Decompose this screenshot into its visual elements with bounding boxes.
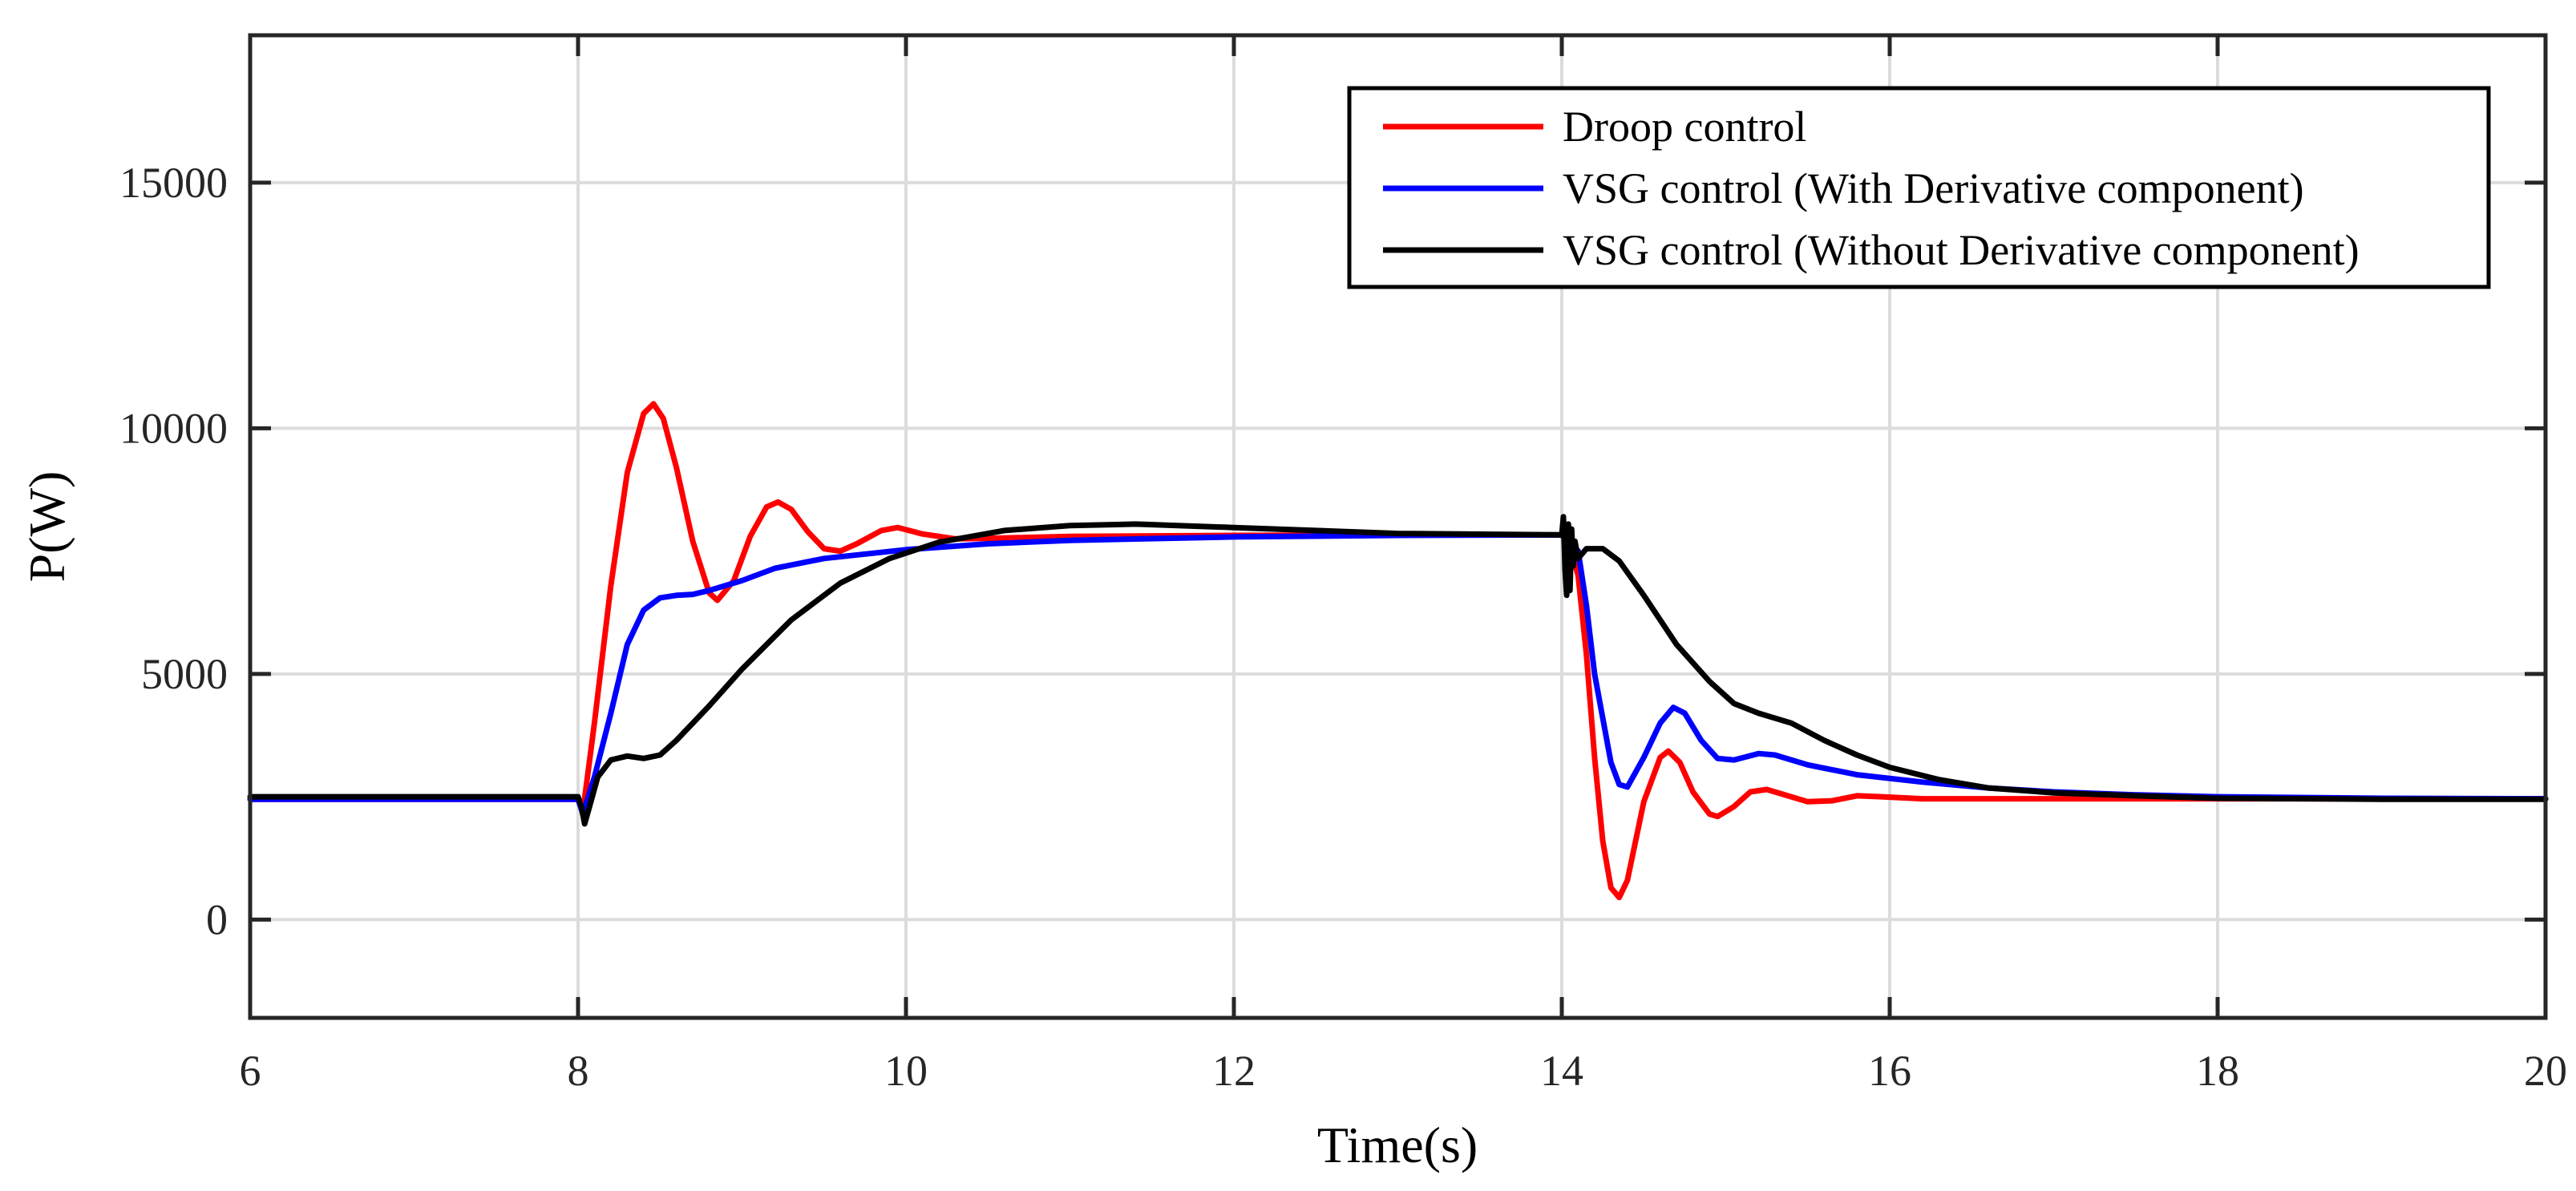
y-tick-labels: 0 5000 10000 15000 <box>119 159 228 944</box>
x-tick-label: 18 <box>2196 1047 2239 1095</box>
x-axis-title: Time(s) <box>1317 1116 1478 1173</box>
series-line-3 <box>247 514 2549 827</box>
legend: Droop control VSG control (With Derivativ… <box>1347 86 2491 289</box>
plot-frame <box>248 33 2548 1020</box>
x-tick-label: 8 <box>568 1047 589 1095</box>
y-tick-label: 10000 <box>119 404 228 452</box>
y-axis-title: P(W) <box>18 471 75 583</box>
legend-label-3: VSG control (Without Derivative componen… <box>1563 226 2360 274</box>
y-tick-label: 15000 <box>119 159 228 207</box>
series-line-2 <box>247 531 2549 818</box>
x-tick-label: 14 <box>1540 1047 1583 1095</box>
y-tick-label: 5000 <box>141 650 228 698</box>
x-tick-label: 12 <box>1212 1047 1256 1095</box>
x-tick-label: 6 <box>240 1047 261 1095</box>
x-tick-label: 20 <box>2524 1047 2567 1095</box>
axis-ticks <box>248 35 2548 1018</box>
y-tick-label: 0 <box>206 895 228 943</box>
x-tick-labels: 6 8 10 12 14 16 18 20 <box>240 1047 2568 1095</box>
x-tick-label: 10 <box>884 1047 928 1095</box>
legend-label-1: Droop control <box>1563 103 1806 151</box>
x-tick-label: 16 <box>1868 1047 1911 1095</box>
data-series <box>247 401 2549 901</box>
legend-label-2: VSG control (With Derivative component) <box>1563 164 2304 212</box>
